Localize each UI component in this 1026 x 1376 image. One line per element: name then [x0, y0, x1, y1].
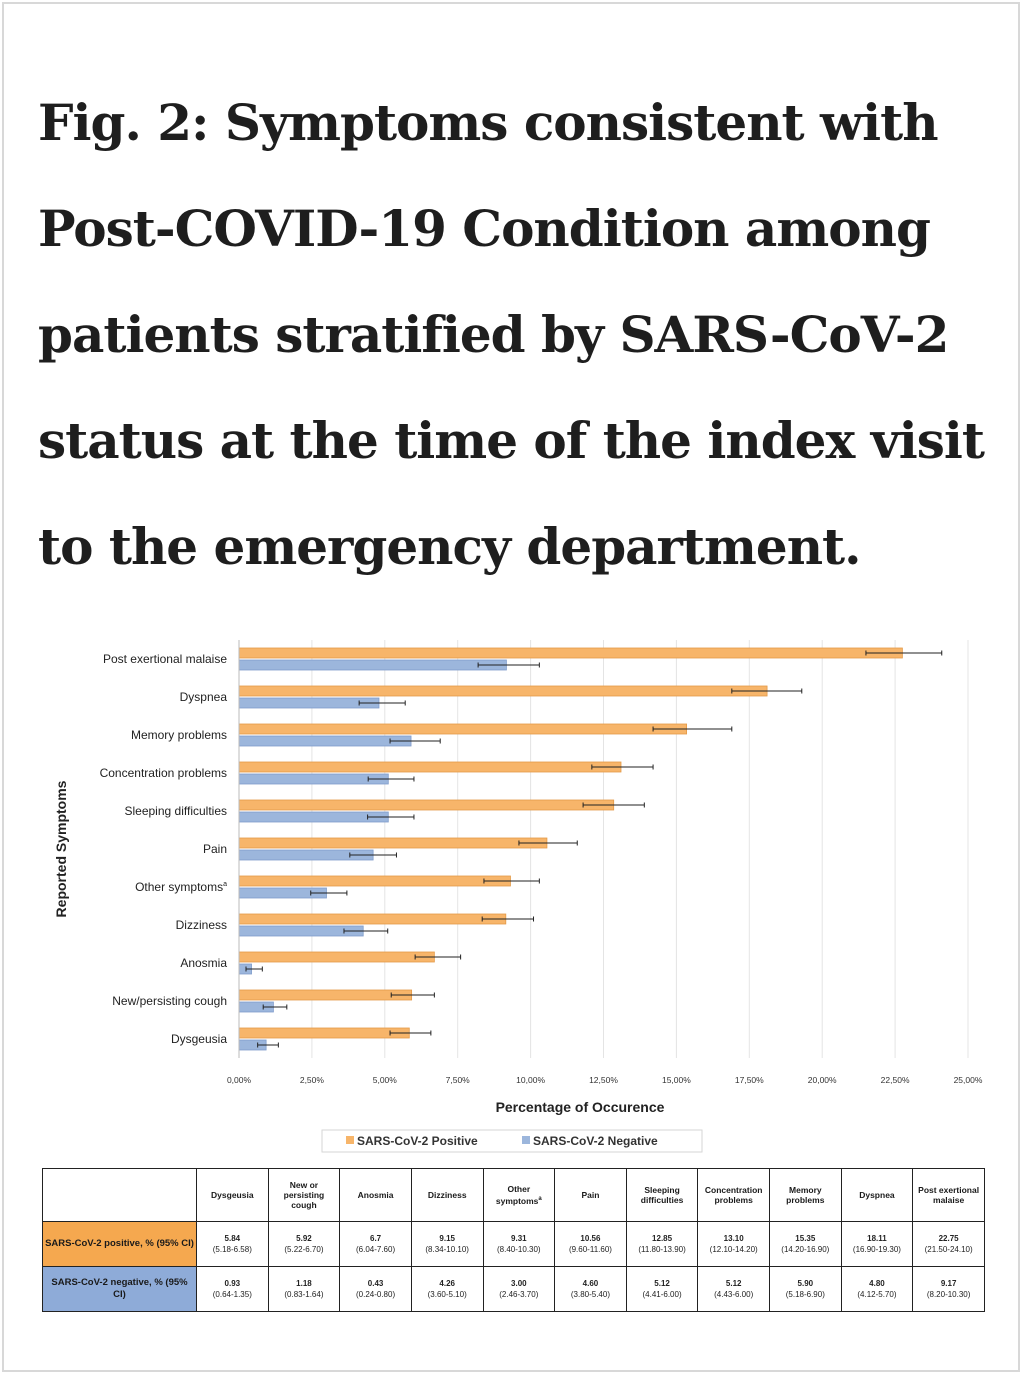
table-cell: 10.56 (9.60-11.60) [554, 1221, 627, 1267]
x-tick-label: 7,50% [446, 1075, 471, 1085]
bar-positive [238, 723, 688, 735]
table-corner-cell [42, 1168, 197, 1222]
table-cell: 5.84 (5.18-6.58) [196, 1221, 269, 1267]
bar-positive [238, 913, 507, 925]
bar-positive [238, 799, 615, 811]
legend-box [321, 1129, 703, 1153]
y-tick-label: Pain [203, 842, 227, 856]
bar-negative [238, 773, 389, 785]
table-header-row: Dysgeusia New or persisting cough Anosmia D… [42, 1168, 985, 1222]
legend-label-negative: SARS-CoV-2 Negative [533, 1134, 658, 1148]
bar-positive [238, 647, 903, 659]
y-axis-label: Reported Symptoms [53, 780, 69, 917]
x-tick-label: 0,00% [227, 1075, 252, 1085]
table-column-header: Dyspnea [840, 1168, 914, 1222]
table-cell: 9.15 (8.34-10.10) [410, 1221, 484, 1267]
table-column-header: New or persisting cough [267, 1168, 341, 1222]
x-tick-label: 22,50% [881, 1075, 910, 1085]
table-column-header: Other symptomsa [482, 1168, 556, 1222]
legend-label-positive: SARS-CoV-2 Positive [357, 1134, 478, 1148]
y-tick-label: New/persisting cough [112, 994, 227, 1008]
y-tick-label: Dizziness [176, 918, 227, 932]
legend-swatch-positive [346, 1136, 354, 1144]
table-cell: 4.26 (3.60-5.10) [410, 1266, 484, 1312]
table-cell: 9.17 (8.20-10.30) [912, 1266, 985, 1312]
bar-positive [238, 875, 511, 887]
bar-positive [238, 989, 413, 1001]
bar-positive [238, 837, 548, 849]
x-tick-label: 17,50% [735, 1075, 764, 1085]
table-cell: 9.31 (8.40-10.30) [482, 1221, 556, 1267]
x-tick-label: 20,00% [808, 1075, 837, 1085]
table-column-header: Post exertional malaise [912, 1168, 985, 1222]
y-tick-label: Dysgeusia [171, 1032, 227, 1046]
bar-negative [238, 811, 389, 823]
table-cell: 13.10 (12.10-14.20) [697, 1221, 770, 1267]
table-row: SARS-CoV-2 positive, % (95% CI) 5.84 (5.18… [42, 1221, 985, 1267]
bar-positive [238, 1027, 410, 1039]
y-tick-label: Anosmia [180, 956, 227, 970]
table-cell: 4.60 (3.80-5.40) [554, 1266, 627, 1312]
x-tick-label: 5,00% [373, 1075, 398, 1085]
table-cell: 0.43 (0.24-0.80) [339, 1266, 412, 1312]
bar-negative [238, 735, 412, 747]
table-cell: 5.92 (5.22-6.70) [267, 1221, 341, 1267]
x-tick-label: 25,00% [954, 1075, 983, 1085]
y-tick-label: Dyspnea [180, 690, 228, 704]
table-column-header: Dysgeusia [196, 1168, 269, 1222]
x-tick-label: 12,50% [589, 1075, 618, 1085]
table-column-header: Memory problems [769, 1168, 842, 1222]
table-cell: 4.80 (4.12-5.70) [840, 1266, 914, 1312]
x-tick-label: 15,00% [662, 1075, 691, 1085]
bar-positive [238, 685, 768, 697]
table-cell: 5.12 (4.41-6.00) [625, 1266, 699, 1312]
bar-negative [238, 697, 380, 709]
table-cell: 12.85 (11.80-13.90) [625, 1221, 699, 1267]
y-tick-label: Sleeping difficulties [124, 804, 227, 818]
x-axis-label: Percentage of Occurence [496, 1099, 665, 1115]
table-column-header: Anosmia [339, 1168, 412, 1222]
y-tick-label: Concentration problems [100, 766, 227, 780]
table-cell: 3.00 (2.46-3.70) [482, 1266, 556, 1312]
data-table: Dysgeusia New or persisting cough Anosmia D… [42, 1168, 985, 1312]
table-cell: 1.18 (0.83-1.64) [267, 1266, 341, 1312]
bar-positive [238, 761, 622, 773]
table-column-header: Dizziness [410, 1168, 484, 1222]
legend-swatch-negative [522, 1136, 530, 1144]
table-column-header: Pain [554, 1168, 627, 1222]
table-cell: 6.7 (6.04-7.60) [339, 1221, 412, 1267]
y-tick-label: Post exertional malaise [103, 652, 227, 666]
y-tick-label: Memory problems [131, 728, 227, 742]
table-row-header: SARS-CoV-2 positive, % (95% CI) [42, 1221, 197, 1267]
bar-negative [238, 659, 507, 671]
table-row-header: SARS-CoV-2 negative, % (95% CI) [42, 1266, 197, 1312]
table-column-header: Concentration problems [697, 1168, 770, 1222]
table-row: SARS-CoV-2 negative, % (95% CI) 0.93 (0.64… [42, 1266, 985, 1312]
y-tick-label: Other symptomsa [135, 880, 227, 894]
figure-title: Fig. 2: Symptoms consistent with Post-CO… [38, 93, 985, 576]
bar-chart: 0,00% 2,50% 5,00% 7,50% 10,00% 12,50% 15,00% 17… [53, 640, 983, 1153]
table-cell: 15.35 (14.20-16.90) [769, 1221, 842, 1267]
table-cell: 18.11 (16.90-19.30) [840, 1221, 914, 1267]
bar-positive [238, 951, 435, 963]
table-cell: 5.90 (5.18-6.90) [769, 1266, 842, 1312]
x-tick-label: 10,00% [516, 1075, 545, 1085]
table-cell: 5.12 (4.43-6.00) [697, 1266, 770, 1312]
table-column-header: Sleeping difficulties [625, 1168, 699, 1222]
x-tick-label: 2,50% [300, 1075, 325, 1085]
table-cell: 22.75 (21.50-24.10) [912, 1221, 985, 1267]
table-cell: 0.93 (0.64-1.35) [196, 1266, 269, 1312]
